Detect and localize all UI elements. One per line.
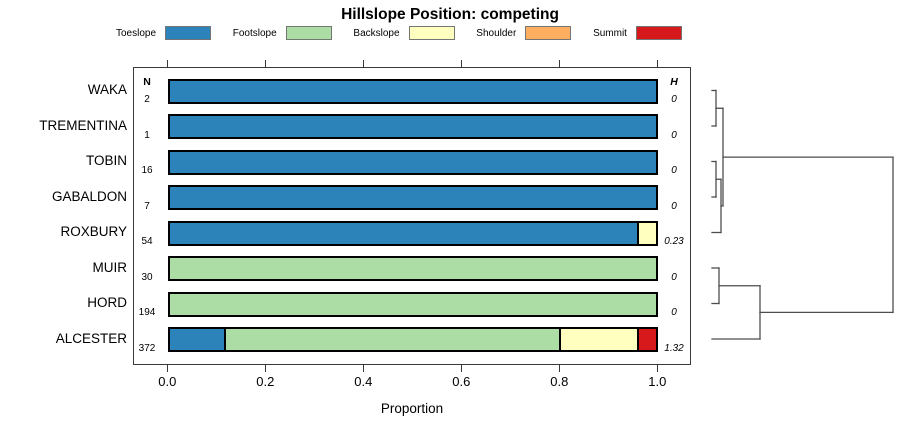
bar-segment-footslope: [223, 329, 560, 350]
n-value-hord: 194: [138, 307, 156, 318]
row-label-trementina: TREMENTINA: [39, 117, 127, 133]
legend: Toeslope Footslope Backslope Shoulder Summit: [116, 26, 682, 40]
legend-label: Summit: [593, 27, 627, 39]
x-tick-bottom: [656, 364, 659, 372]
row-label-hord: HORD: [87, 295, 127, 310]
bar-segment-toeslope: [170, 222, 637, 244]
row-label-roxbury: ROXBURY: [60, 224, 127, 239]
row-label-alcester: ALCESTER: [55, 330, 127, 346]
bar-segment-toeslope: [170, 187, 657, 208]
bar-gabaldon: [168, 185, 659, 210]
n-value-tobin: 16: [141, 165, 153, 176]
bar-segment-toeslope: [170, 116, 657, 137]
plot-area: N H 2 0 1 0 16 0 7 0 54 0.23 30 0 194 0 372 1.32: [133, 67, 691, 365]
x-tick-bottom: [264, 364, 267, 372]
bar-segment-backslope: [636, 222, 657, 244]
bar-waka: [168, 78, 659, 104]
h-value-roxbury: 0.23: [664, 236, 684, 247]
n-value-gabaldon: 7: [144, 200, 150, 212]
h-value-muir: 0: [671, 271, 677, 283]
row-label-muir: MUIR: [92, 259, 128, 275]
legend-swatch-backslope: [408, 26, 455, 40]
x-tick-bottom: [558, 364, 561, 372]
row-label-tobin: TOBIN: [85, 153, 127, 168]
h-column-header: H: [670, 76, 678, 88]
legend-swatch-summit: [635, 26, 682, 40]
x-axis-title: Proportion: [380, 401, 444, 416]
x-tick-top: [558, 60, 561, 67]
x-tick-top: [166, 60, 169, 67]
legend-item-toeslope: Toeslope: [116, 26, 212, 40]
legend-item-footslope: Footslope: [233, 26, 332, 40]
legend-item-summit: Summit: [593, 26, 682, 40]
n-value-muir: 30: [141, 271, 153, 283]
x-tick-top: [264, 60, 267, 67]
x-tick-bottom: [460, 364, 463, 372]
n-column-header: N: [143, 76, 151, 88]
n-value-trementina: 1: [144, 129, 150, 141]
bar-roxbury: [168, 220, 659, 246]
x-tick-label: 0.8: [550, 374, 569, 389]
legend-label: Shoulder: [476, 27, 517, 39]
legend-swatch-toeslope: [165, 26, 212, 40]
x-tick-label: 0.2: [256, 374, 275, 389]
legend-label: Toeslope: [116, 27, 157, 39]
bar-segment-footslope: [170, 258, 657, 279]
x-tick-bottom: [166, 364, 169, 372]
x-tick-top: [362, 60, 365, 67]
row-label-waka: WAKA: [87, 82, 127, 97]
bar-segment-summit: [636, 329, 657, 350]
chart-title: Hillslope Position: competing: [341, 6, 559, 23]
legend-swatch-footslope: [285, 26, 332, 40]
n-value-alcester: 372: [138, 342, 156, 354]
x-tick-top: [656, 60, 659, 67]
legend-item-shoulder: Shoulder: [476, 26, 572, 40]
n-value-waka: 2: [144, 94, 150, 105]
x-tick-top: [460, 60, 463, 67]
h-value-hord: 0: [671, 307, 677, 318]
bar-segment-toeslope: [170, 151, 657, 173]
legend-swatch-shoulder: [525, 26, 572, 40]
bar-segment-backslope: [559, 329, 637, 350]
row-label-gabaldon: GABALDON: [51, 188, 127, 204]
dendrogram: [711, 89, 894, 340]
bar-trementina: [168, 114, 659, 139]
h-value-gabaldon: 0: [671, 200, 677, 212]
x-tick-label: 0.0: [158, 374, 177, 389]
legend-item-backslope: Backslope: [353, 26, 455, 40]
h-value-trementina: 0: [671, 129, 677, 141]
bar-alcester: [168, 327, 659, 352]
x-tick-bottom: [362, 364, 365, 372]
bar-segment-toeslope: [170, 329, 224, 350]
bar-segment-footslope: [170, 293, 657, 315]
h-value-waka: 0: [671, 94, 677, 105]
x-tick-label: 1.0: [648, 374, 667, 389]
h-value-alcester: 1.32: [664, 342, 684, 354]
bar-segment-toeslope: [170, 80, 657, 102]
n-value-roxbury: 54: [141, 236, 153, 247]
h-value-tobin: 0: [671, 165, 677, 176]
x-tick-label: 0.4: [354, 374, 373, 389]
bar-hord: [168, 291, 659, 317]
bar-muir: [168, 256, 659, 281]
legend-label: Footslope: [232, 27, 277, 39]
x-tick-label: 0.6: [452, 374, 471, 389]
legend-label: Backslope: [353, 27, 400, 39]
bar-tobin: [168, 149, 659, 175]
